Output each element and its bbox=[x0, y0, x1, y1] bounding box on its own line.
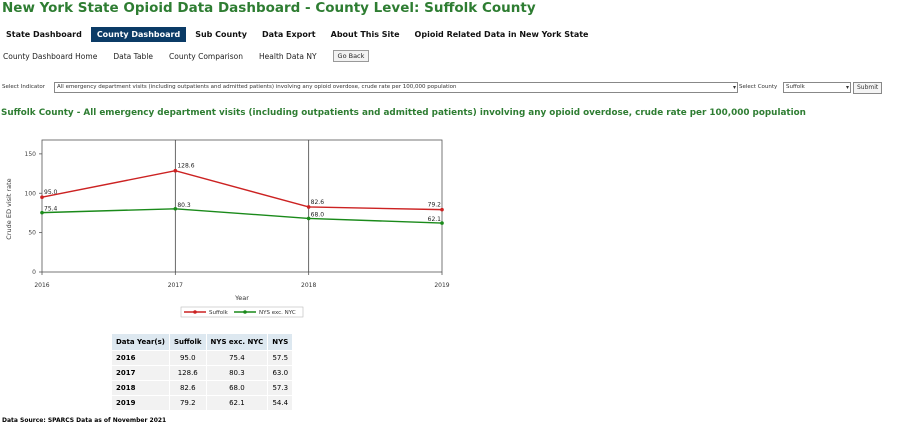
table-cell: 79.2 bbox=[168, 395, 207, 411]
data-point bbox=[173, 206, 178, 211]
submit-button[interactable]: Submit bbox=[853, 82, 883, 94]
table-row: 2018 82.6 68.0 57.3 bbox=[111, 380, 294, 396]
table-cell: 82.6 bbox=[168, 380, 207, 396]
table-cell: 95.0 bbox=[168, 350, 207, 366]
table-cell: 75.4 bbox=[205, 350, 269, 366]
indicator-label: Select Indicator bbox=[2, 84, 46, 90]
legend-label: Suffolk bbox=[209, 310, 229, 316]
data-label: 75.4 bbox=[44, 206, 58, 213]
legend-marker bbox=[193, 310, 197, 314]
filter-bar: Select Indicator All emergency departmen… bbox=[2, 82, 883, 94]
health-data-ny-link[interactable]: Health Data NY bbox=[259, 51, 317, 61]
x-tick-label: 2017 bbox=[168, 282, 183, 289]
chevron-down-icon: ▾ bbox=[732, 84, 736, 91]
data-label: 95.0 bbox=[44, 189, 58, 196]
table-cell: 2018 bbox=[111, 380, 170, 396]
go-back-button[interactable]: Go Back bbox=[332, 50, 370, 62]
tab-about[interactable]: About This Site bbox=[330, 30, 400, 39]
county-label: Select County bbox=[739, 84, 778, 90]
plot-frame bbox=[41, 139, 443, 273]
tab-county-dashboard[interactable]: County Dashboard bbox=[90, 27, 187, 42]
legend-marker bbox=[243, 310, 247, 314]
page-title: New York State Opioid Data Dashboard - C… bbox=[2, 0, 536, 16]
table-header: NYS bbox=[267, 333, 294, 351]
line-chart: 0 50 100 150 2016 2017 2018 2019 Year Crude ED vi… bbox=[5, 139, 450, 318]
data-source: Data Source: SPARCS Data as of November … bbox=[2, 417, 167, 424]
legend-label: NYS exc. NYC bbox=[259, 310, 296, 316]
data-point bbox=[306, 216, 311, 221]
data-point bbox=[440, 221, 444, 225]
table-cell: 62.1 bbox=[205, 395, 269, 411]
table-cell: 2019 bbox=[111, 395, 170, 411]
table-cell: 2016 bbox=[111, 350, 170, 366]
data-label: 80.3 bbox=[177, 202, 191, 209]
table-cell: 128.6 bbox=[168, 365, 207, 381]
county-select-value: Suffolk bbox=[786, 84, 805, 90]
data-point bbox=[173, 168, 178, 173]
table-row: 2016 95.0 75.4 57.5 bbox=[111, 350, 294, 366]
data-table-link[interactable]: Data Table bbox=[113, 51, 154, 61]
y-axis-title: Crude ED visit rate bbox=[5, 178, 13, 239]
x-axis-title: Year bbox=[234, 294, 249, 302]
table-row: 2019 79.2 62.1 54.4 bbox=[111, 395, 294, 411]
data-point bbox=[440, 207, 444, 212]
table-row: 2017 128.6 80.3 63.0 bbox=[111, 365, 294, 381]
x-tick-label: 2019 bbox=[434, 282, 449, 289]
data-point bbox=[40, 195, 44, 199]
series-line bbox=[41, 170, 443, 211]
table-cell: 57.3 bbox=[267, 380, 294, 396]
x-tick-label: 2018 bbox=[301, 282, 316, 289]
tab-state-dashboard[interactable]: State Dashboard bbox=[6, 30, 82, 39]
county-comparison-link[interactable]: County Comparison bbox=[169, 51, 244, 61]
table-cell: 2017 bbox=[111, 365, 170, 381]
x-tick-label: 2016 bbox=[34, 282, 49, 289]
table-header: Data Year(s) bbox=[111, 333, 170, 351]
data-label: 79.2 bbox=[428, 202, 442, 209]
county-select[interactable]: Suffolk ▾ bbox=[783, 82, 851, 93]
table-cell: 63.0 bbox=[267, 365, 294, 381]
chevron-down-icon: ▾ bbox=[845, 84, 849, 91]
sub-navigation: County Dashboard Home Data Table County … bbox=[3, 50, 370, 62]
tab-data-export[interactable]: Data Export bbox=[261, 30, 316, 39]
indicator-select-value: All emergency department visits (includi… bbox=[57, 84, 457, 90]
table-cell: 57.5 bbox=[267, 350, 294, 366]
data-label: 82.6 bbox=[311, 199, 325, 206]
main-tabs: State Dashboard County Dashboard Sub Cou… bbox=[0, 26, 597, 43]
y-tick-label: 150 bbox=[25, 151, 37, 158]
table-header: Suffolk bbox=[168, 333, 207, 351]
chart-title: Suffolk County - All emergency departmen… bbox=[1, 108, 806, 118]
data-label: 62.1 bbox=[428, 216, 442, 223]
data-label: 68.0 bbox=[311, 211, 325, 218]
indicator-select[interactable]: All emergency department visits (includi… bbox=[54, 82, 738, 93]
tab-opioid-related-data[interactable]: Opioid Related Data in New York State bbox=[414, 30, 589, 39]
table-header: NYS exc. NYC bbox=[205, 333, 269, 351]
tab-sub-county[interactable]: Sub County bbox=[195, 30, 247, 39]
y-tick-label: 100 bbox=[25, 190, 37, 197]
table-cell: 54.4 bbox=[267, 395, 294, 411]
data-label: 128.6 bbox=[177, 163, 194, 170]
county-dashboard-home-link[interactable]: County Dashboard Home bbox=[3, 51, 98, 61]
table-cell: 68.0 bbox=[205, 380, 269, 396]
y-tick-label: 0 bbox=[32, 269, 36, 276]
data-table: Data Year(s) Suffolk NYS exc. NYC NYS 2016 9… bbox=[111, 333, 294, 411]
data-point bbox=[40, 210, 44, 215]
y-tick-label: 50 bbox=[28, 230, 36, 237]
table-cell: 80.3 bbox=[205, 365, 269, 381]
data-point bbox=[306, 205, 311, 209]
series-line bbox=[41, 208, 443, 224]
